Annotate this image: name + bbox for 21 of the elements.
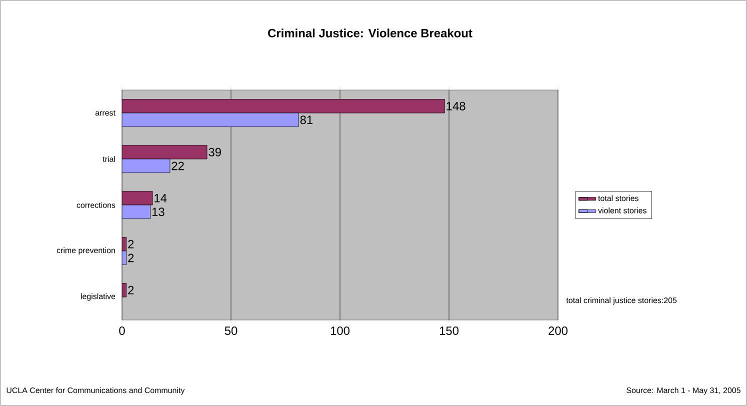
x-tick-label: 150 (440, 326, 459, 335)
data-label: 13 (152, 208, 164, 216)
bar (122, 191, 153, 206)
data-label: 148 (446, 102, 466, 110)
x-tick-label: 0 (119, 326, 125, 335)
x-tick-label: 100 (330, 326, 350, 335)
bar (122, 145, 208, 160)
x-tick-label: 200 (548, 326, 568, 335)
data-label: 81 (300, 116, 312, 124)
bar (122, 158, 170, 174)
bar (122, 99, 445, 114)
bar (122, 112, 299, 128)
x-tick-label: 50 (224, 326, 238, 335)
chart-title: Criminal Justice: Violence Breakout (268, 28, 472, 38)
data-label: 39 (208, 148, 221, 156)
bar (122, 204, 151, 220)
data-label: 2 (128, 240, 134, 248)
data-label: 22 (172, 162, 184, 170)
data-label: 2 (128, 254, 134, 262)
data-label: 14 (154, 194, 167, 202)
data-label: 2 (128, 286, 134, 294)
